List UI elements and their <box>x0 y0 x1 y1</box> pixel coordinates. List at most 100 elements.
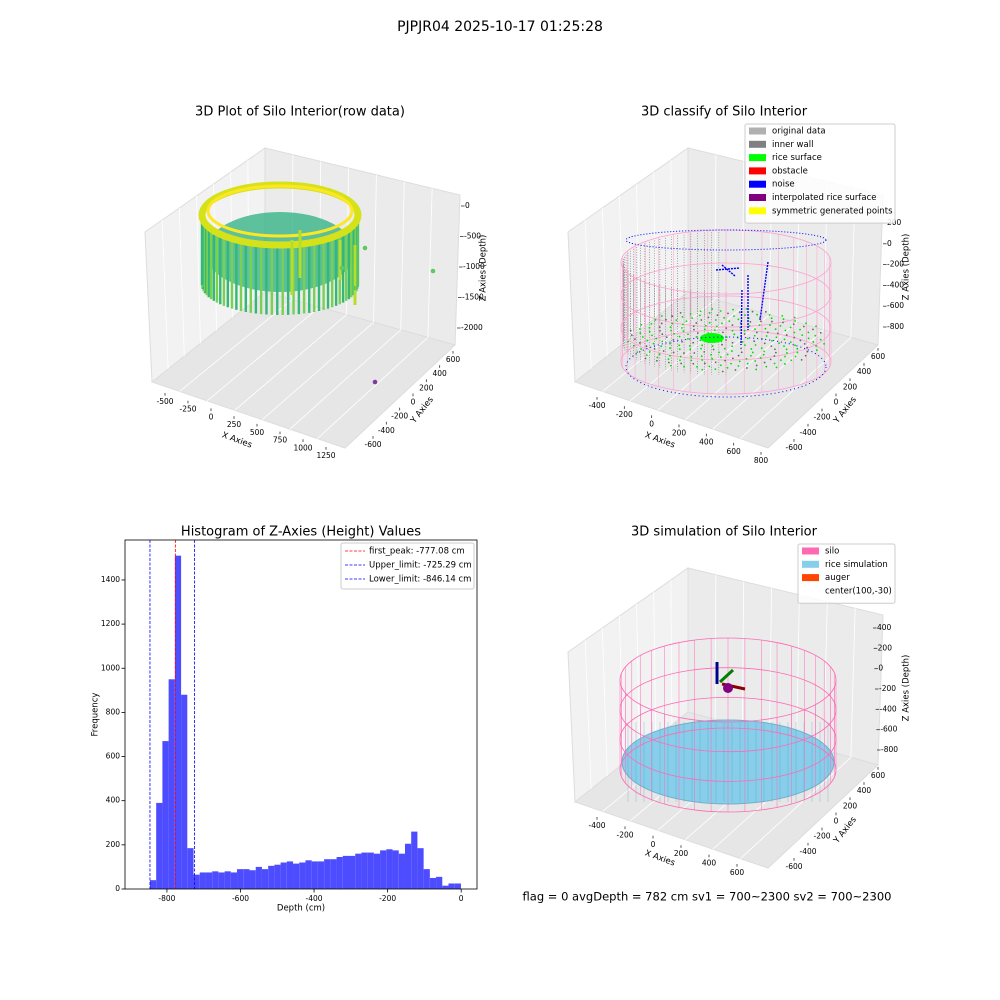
rice-point <box>645 345 648 348</box>
bar <box>305 860 312 889</box>
rice-point <box>783 338 786 341</box>
rice-point <box>671 322 674 325</box>
x-tick-label: 500 <box>250 428 265 437</box>
rice-point <box>703 328 706 331</box>
rice-point <box>689 348 692 351</box>
z-tick-label: -500 <box>464 232 481 241</box>
rice-point <box>629 329 632 332</box>
rice-point <box>700 319 703 321</box>
rice-point <box>650 322 653 325</box>
rice-point <box>737 354 740 357</box>
pane-grid <box>636 603 640 751</box>
rice-point <box>680 326 683 329</box>
rice-point <box>679 359 681 362</box>
rice-point <box>692 362 695 365</box>
pane-grid <box>400 181 405 330</box>
y-tick-label: -200 <box>391 412 408 421</box>
rice-point <box>776 332 779 335</box>
rice-point <box>793 316 796 319</box>
y-tick-label: 0 <box>834 817 839 826</box>
bar <box>355 853 362 889</box>
rice-point <box>719 310 722 312</box>
rice-point <box>660 345 663 348</box>
y-tick-label: 400 <box>433 369 448 378</box>
rice-point <box>755 331 758 334</box>
rice-point <box>633 338 636 341</box>
rice-point <box>784 355 786 358</box>
rice-point <box>806 350 809 353</box>
rice-point <box>763 350 766 353</box>
rice-point <box>790 359 793 362</box>
y-tick-label: 400 <box>857 786 872 795</box>
legend-label: interpolated rice surface <box>772 193 877 203</box>
rice-point <box>778 342 781 345</box>
rice-point <box>763 342 766 345</box>
legend-label: rice surface <box>772 153 822 163</box>
pane-grid <box>769 588 772 735</box>
rice-point <box>746 362 749 365</box>
x-tick-label: 0 <box>649 419 654 428</box>
bar <box>286 861 294 889</box>
z-tick-label: 200 <box>878 643 893 652</box>
rice-point <box>658 353 661 356</box>
legend-label: Upper_limit: -725.29 cm <box>369 561 472 571</box>
noise-cluster <box>715 261 769 346</box>
rice-point <box>733 315 735 318</box>
rice-point <box>799 339 802 342</box>
y-tick-label: 1200 <box>101 619 120 628</box>
rice-point <box>632 344 635 347</box>
legend-swatch <box>749 154 766 162</box>
y-tick-label: 600 <box>871 352 886 361</box>
rice-point <box>708 312 711 314</box>
rice-point <box>654 318 657 321</box>
rice-point <box>687 337 689 340</box>
rice-point <box>764 327 767 330</box>
rice-point <box>737 318 740 321</box>
pane-floor <box>573 291 879 449</box>
bar <box>429 877 437 889</box>
pane-grid <box>685 321 797 421</box>
rice-point <box>754 328 756 331</box>
pane-grid <box>629 306 743 402</box>
rice-point <box>716 314 719 317</box>
legend-box <box>340 542 475 590</box>
x-tick-label: 800 <box>754 456 769 465</box>
rice-point <box>704 324 707 327</box>
rice-point <box>660 322 663 325</box>
rice-point <box>724 359 726 362</box>
x-tick-label: -800 <box>158 894 175 903</box>
rice-point <box>779 359 782 362</box>
rice-point <box>701 359 704 361</box>
rice-point <box>711 345 714 347</box>
rice-point <box>680 362 683 365</box>
bar <box>311 861 318 889</box>
rice-point <box>784 363 786 365</box>
y-tick-label: 800 <box>106 707 121 716</box>
rice-point <box>700 355 703 358</box>
rice-point <box>644 357 647 360</box>
legend-label: obstacle <box>772 166 808 176</box>
rice-point <box>796 351 799 354</box>
pane-grid <box>653 171 657 318</box>
z-tick-label: -400 <box>887 280 904 289</box>
bar <box>367 852 374 889</box>
rice-point <box>728 320 731 322</box>
y-tick-label: -200 <box>813 413 830 422</box>
bar <box>237 869 244 889</box>
z-tick-label: -800 <box>881 745 898 754</box>
wire-ring <box>619 727 837 813</box>
legend-box <box>797 543 896 604</box>
legend-label: noise <box>772 180 795 190</box>
bar <box>243 869 250 889</box>
legend-swatch <box>802 574 819 582</box>
rice-point <box>661 333 664 336</box>
rice-point <box>721 370 724 373</box>
rice-point <box>721 343 723 346</box>
cloud-outlier <box>351 285 357 291</box>
bar <box>149 880 157 889</box>
rice-point <box>667 361 670 364</box>
rice-point <box>723 316 726 319</box>
rice-point <box>723 347 726 350</box>
rice-point <box>682 330 685 333</box>
legend-swatch <box>802 547 819 555</box>
